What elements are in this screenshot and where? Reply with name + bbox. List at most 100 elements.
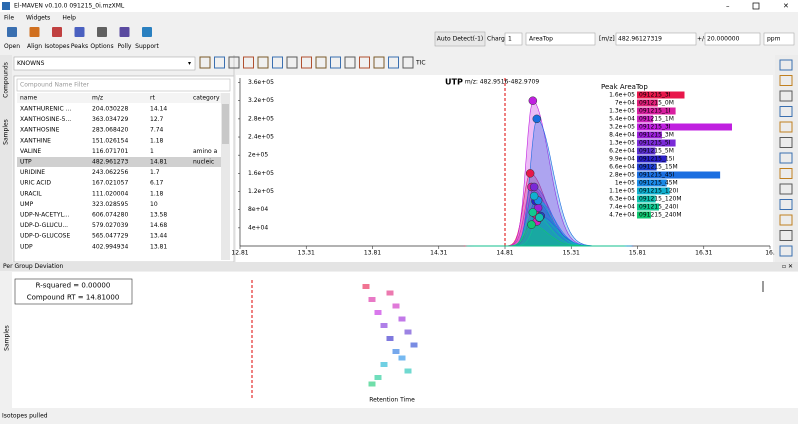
side-tool-icon[interactable] bbox=[779, 230, 793, 241]
side-tool-icon[interactable] bbox=[779, 59, 793, 71]
legend-bar bbox=[637, 155, 667, 163]
legend-bar bbox=[637, 131, 662, 139]
table-cell[interactable]: UDP bbox=[20, 243, 33, 250]
tol-input[interactable] bbox=[704, 32, 761, 46]
column-header[interactable]: rt bbox=[150, 95, 155, 102]
maximize[interactable] bbox=[752, 2, 760, 10]
plot-tool-icon[interactable] bbox=[315, 56, 327, 69]
toolbar-icon[interactable] bbox=[29, 27, 40, 37]
auto-detect[interactable]: Auto Detect(-1) bbox=[437, 36, 484, 43]
toolbar-label[interactable]: Open bbox=[4, 43, 20, 50]
legend-value: 1.1e+05 bbox=[609, 188, 635, 195]
toolbar-icon[interactable] bbox=[74, 27, 85, 37]
plot-tool-icon[interactable] bbox=[359, 56, 370, 69]
side-tool-icon[interactable] bbox=[779, 214, 793, 226]
table-cell[interactable]: UTP bbox=[20, 159, 32, 166]
table-cell[interactable]: XANTHINE bbox=[20, 137, 51, 144]
toolbar-label[interactable]: Polly bbox=[118, 43, 132, 50]
tic-button[interactable]: TIC bbox=[415, 60, 426, 67]
toolbar-icon[interactable] bbox=[7, 27, 17, 37]
toolbar-label[interactable]: Support bbox=[135, 43, 159, 50]
side-tool-icon[interactable] bbox=[779, 106, 793, 117]
mode-combo[interactable] bbox=[525, 32, 596, 46]
toolbar-icon[interactable] bbox=[52, 27, 62, 37]
deviation-point bbox=[374, 375, 382, 380]
filter-input[interactable] bbox=[16, 78, 231, 92]
side-tab[interactable]: Samples bbox=[3, 119, 10, 145]
toolbar-label[interactable]: Align bbox=[27, 43, 42, 50]
plot-tool-icon[interactable] bbox=[286, 56, 298, 69]
peak-marker bbox=[535, 213, 544, 222]
side-tab[interactable]: Compounds bbox=[3, 62, 10, 98]
side-tool-icon[interactable] bbox=[779, 75, 793, 86]
menu-item[interactable]: Widgets bbox=[26, 15, 50, 22]
plot-tool-icon[interactable] bbox=[344, 56, 356, 69]
table-cell[interactable]: URIC ACID bbox=[20, 180, 51, 187]
legend-value: 9.9e+04 bbox=[609, 156, 635, 163]
side-tool-icon[interactable] bbox=[779, 183, 793, 195]
plot-tool-icon[interactable] bbox=[330, 56, 341, 69]
table-scrollbar[interactable] bbox=[221, 93, 230, 260]
plot-tool-icon[interactable] bbox=[214, 56, 225, 69]
toolbar-label[interactable]: Options bbox=[90, 43, 113, 50]
plot-tool-icon[interactable] bbox=[272, 56, 283, 69]
side-tool-icon[interactable] bbox=[779, 245, 793, 257]
unit-combo[interactable] bbox=[763, 32, 795, 46]
y-tick-label: 8e+04 bbox=[248, 206, 268, 213]
table-cell[interactable]: UMP bbox=[20, 201, 34, 208]
peak-marker bbox=[528, 208, 538, 217]
plot-tool-icon[interactable] bbox=[257, 56, 269, 69]
legend-name: 091215_0M bbox=[639, 100, 674, 107]
table-cell[interactable]: VALINE bbox=[20, 148, 41, 155]
menu-item[interactable]: File bbox=[4, 15, 14, 22]
legend-bar bbox=[637, 163, 657, 171]
table-cell[interactable]: XANTHURENIC ... bbox=[20, 106, 71, 113]
side-tool-icon[interactable] bbox=[779, 137, 793, 148]
table-cell[interactable]: XANTHOSINE-5... bbox=[20, 116, 71, 123]
side-tool-icon[interactable] bbox=[779, 168, 793, 179]
toolbar-label[interactable]: Isotopes bbox=[44, 43, 69, 50]
column-header[interactable]: category bbox=[193, 95, 220, 102]
panel-buttons[interactable]: ▫ ✕ bbox=[782, 263, 793, 270]
toolbar-icon[interactable] bbox=[97, 27, 107, 37]
legend-name: 091215_1M bbox=[639, 116, 674, 123]
toolbar-icon[interactable] bbox=[119, 27, 130, 37]
charge-spinbox[interactable] bbox=[504, 32, 523, 46]
legend-value: 1.3e+05 bbox=[609, 108, 635, 115]
plot-tool-icon[interactable] bbox=[199, 56, 211, 69]
side-tool-icon[interactable] bbox=[779, 199, 793, 210]
column-header[interactable]: name bbox=[20, 95, 37, 102]
auto-detect-button[interactable] bbox=[434, 31, 486, 47]
deviation-plot bbox=[12, 272, 798, 408]
plot-tool-icon[interactable] bbox=[301, 56, 312, 69]
table-cell[interactable]: UDP-D-GLUCOSE bbox=[20, 233, 70, 240]
table-cell: 1 bbox=[150, 148, 154, 155]
table-cell[interactable]: UDP-N-ACETYL... bbox=[20, 212, 70, 219]
side-tool-icon[interactable] bbox=[779, 152, 793, 164]
table-cell[interactable]: URACIL bbox=[20, 190, 42, 197]
table-cell[interactable]: XANTHOSINE bbox=[20, 127, 60, 134]
legend-name: 091215_120M bbox=[639, 196, 682, 203]
legend-value: 7e+04 bbox=[615, 100, 635, 107]
plot-tool-icon[interactable] bbox=[402, 56, 414, 69]
plot-tool-icon[interactable] bbox=[388, 56, 399, 69]
plot-tool-icon[interactable] bbox=[243, 56, 254, 69]
table-cell[interactable]: URIDINE bbox=[20, 169, 45, 176]
side-tool-icon[interactable] bbox=[779, 121, 793, 133]
table-cell[interactable]: UDP-D-GLUCU... bbox=[20, 222, 68, 229]
plot-tool-icon[interactable] bbox=[373, 56, 385, 69]
toolbar-label[interactable]: Peaks bbox=[71, 43, 88, 50]
scroll-thumb[interactable] bbox=[222, 104, 229, 144]
side-tool-icon[interactable] bbox=[779, 90, 793, 102]
plot-tool-icon[interactable] bbox=[228, 56, 240, 69]
mz-input[interactable] bbox=[615, 32, 697, 46]
toolbar-icon[interactable] bbox=[142, 27, 152, 37]
minimize[interactable]: – bbox=[726, 2, 730, 10]
legend-bar bbox=[637, 107, 676, 115]
charge-label: Charge bbox=[487, 36, 509, 43]
database-combo[interactable] bbox=[13, 56, 196, 71]
menu-item[interactable]: Help bbox=[62, 15, 76, 22]
close[interactable]: ✕ bbox=[783, 2, 789, 10]
legend-name: 091215_240I bbox=[639, 204, 678, 211]
column-header[interactable]: m/z bbox=[92, 95, 103, 102]
